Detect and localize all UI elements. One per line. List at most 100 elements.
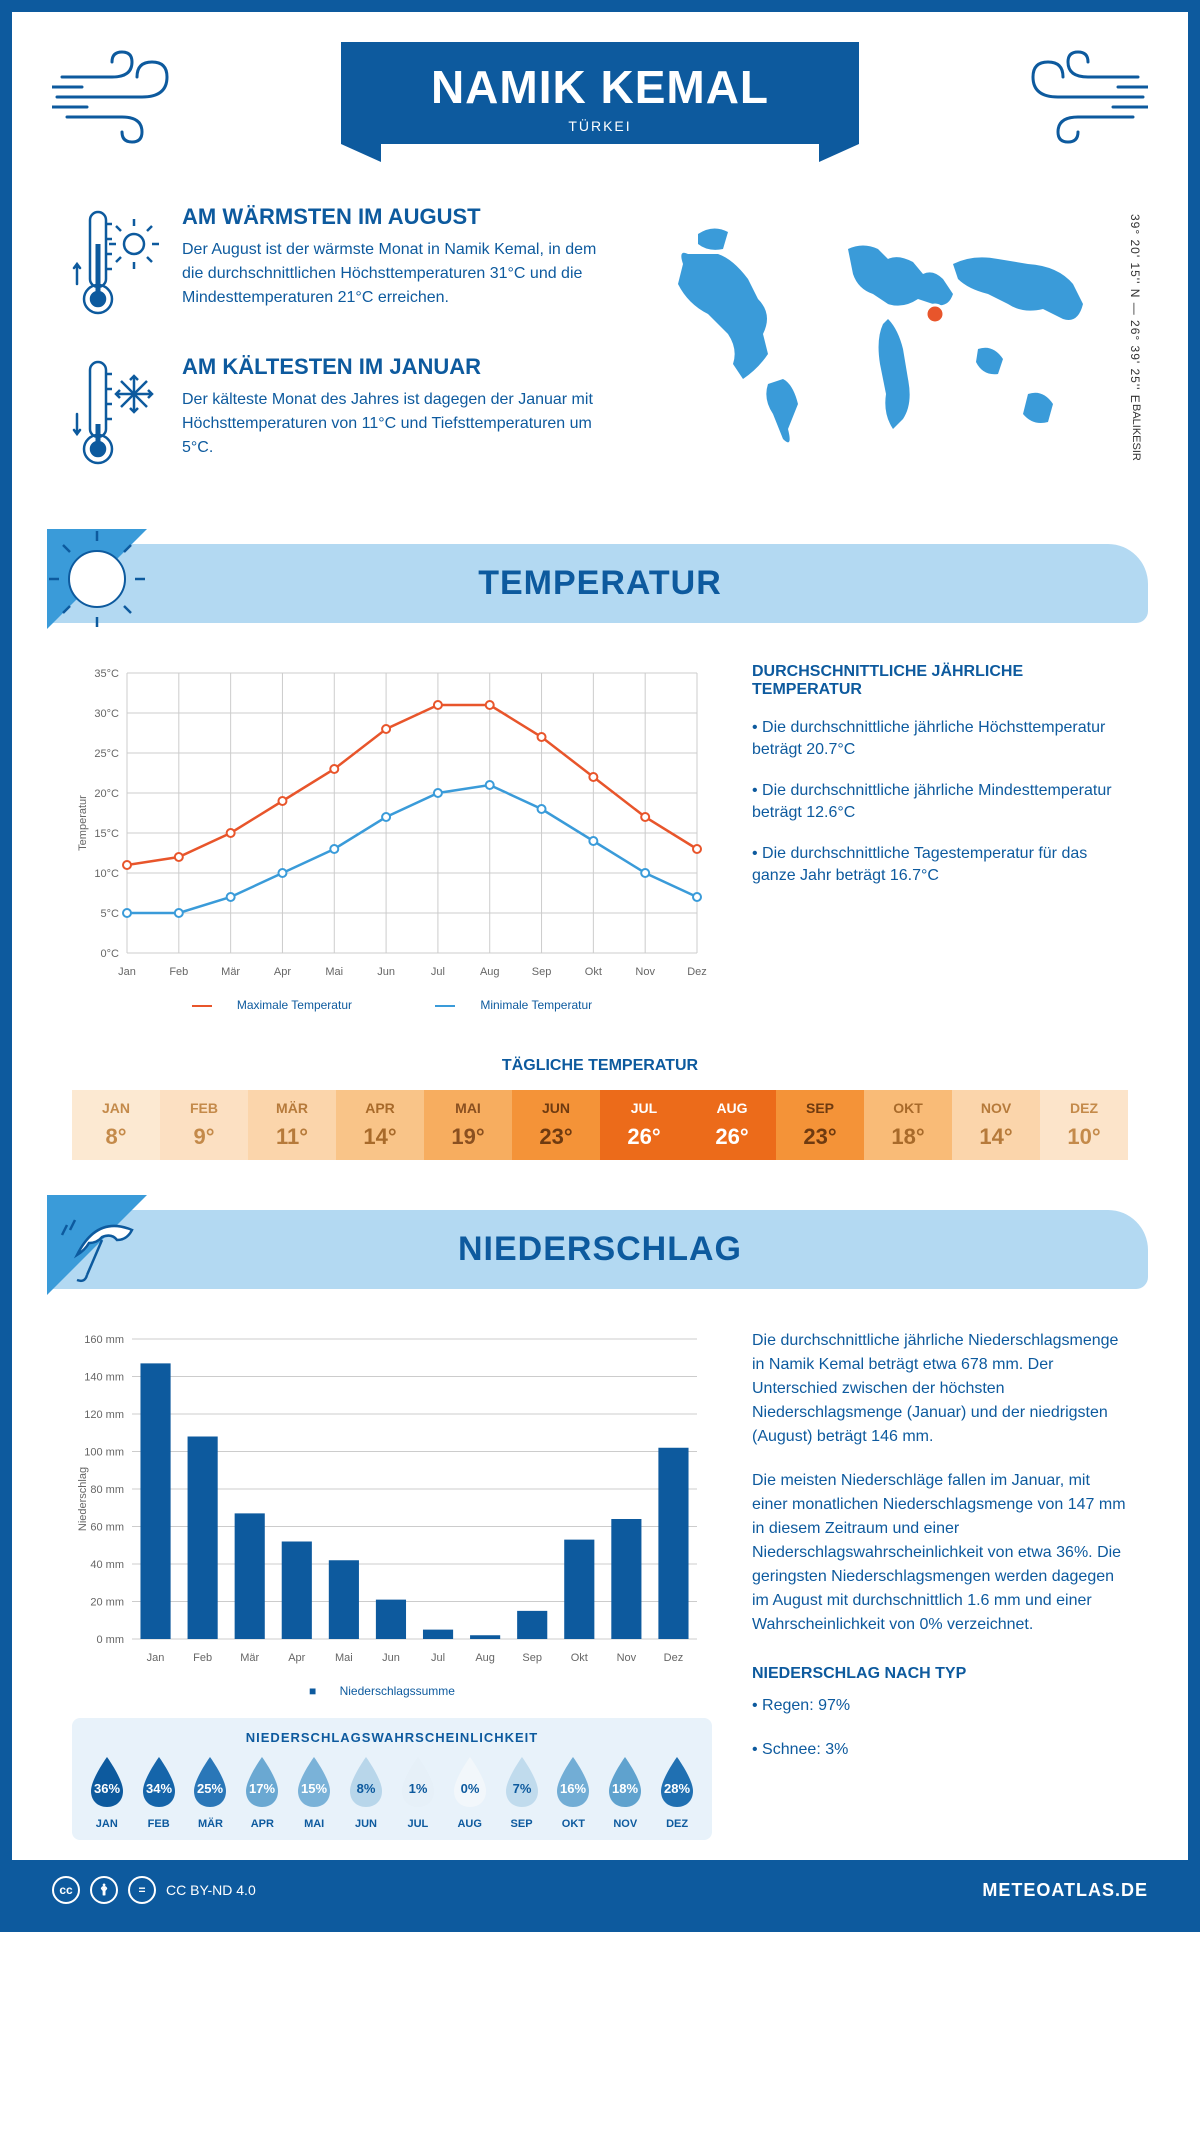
svg-text:15°C: 15°C	[94, 828, 119, 840]
umbrella-icon	[47, 1195, 157, 1305]
svg-text:Jan: Jan	[147, 1652, 165, 1664]
precip-left: 0 mm20 mm40 mm60 mm80 mm100 mm120 mm140 …	[72, 1329, 712, 1840]
location-marker	[926, 305, 944, 323]
svg-text:Aug: Aug	[475, 1652, 495, 1664]
precip-prob-row: 36%JAN34%FEB25%MÄR17%APR15%MAI8%JUN1%JUL…	[82, 1755, 702, 1830]
svg-text:Feb: Feb	[169, 966, 188, 978]
svg-text:0 mm: 0 mm	[97, 1634, 125, 1646]
temp-section-title: TEMPERATUR	[52, 564, 1148, 603]
coldest-title: AM KÄLTESTEN IM JANUAR	[182, 354, 608, 380]
prob-drop: 8%JUN	[341, 1755, 391, 1830]
svg-text:5°C: 5°C	[101, 908, 120, 920]
svg-text:Niederschlag: Niederschlag	[77, 1467, 89, 1531]
svg-text:Mär: Mär	[240, 1652, 259, 1664]
nd-icon: =	[128, 1876, 156, 1904]
temp-chart: 0°C5°C10°C15°C20°C25°C30°C35°CJanFebMärA…	[72, 663, 712, 1012]
top-row: AM WÄRMSTEN IM AUGUST Der August ist der…	[12, 184, 1188, 544]
svg-text:Jun: Jun	[382, 1652, 400, 1664]
svg-text:Jul: Jul	[431, 1652, 445, 1664]
svg-text:28%: 28%	[664, 1781, 690, 1796]
svg-text:18%: 18%	[612, 1781, 638, 1796]
svg-text:15%: 15%	[301, 1781, 327, 1796]
coldest-text: Der kälteste Monat des Jahres ist dagege…	[182, 388, 608, 460]
svg-text:120 mm: 120 mm	[84, 1409, 124, 1421]
svg-text:34%: 34%	[146, 1781, 172, 1796]
svg-text:17%: 17%	[249, 1781, 275, 1796]
svg-text:Sep: Sep	[532, 966, 552, 978]
svg-text:Jul: Jul	[431, 966, 445, 978]
svg-text:40 mm: 40 mm	[90, 1559, 124, 1571]
temp-bullet: • Die durchschnittliche jährliche Höchst…	[752, 717, 1128, 762]
prob-drop: 28%DEZ	[652, 1755, 702, 1830]
max-legend-label: Maximale Temperatur	[237, 998, 352, 1012]
daily-cell: MÄR11°	[248, 1090, 336, 1160]
precip-p2: Die meisten Niederschläge fallen im Janu…	[752, 1469, 1128, 1637]
svg-text:Mai: Mai	[325, 966, 343, 978]
page: NAMIK KEMAL TÜRKEI	[0, 0, 1200, 1932]
prob-drop: 17%APR	[238, 1755, 288, 1830]
svg-text:0°C: 0°C	[101, 948, 120, 960]
svg-text:Sep: Sep	[522, 1652, 542, 1664]
temp-section-banner: TEMPERATUR	[52, 544, 1148, 623]
svg-text:36%: 36%	[94, 1781, 120, 1796]
precip-p1: Die durchschnittliche jährliche Niedersc…	[752, 1329, 1128, 1449]
daily-cell: JAN8°	[72, 1090, 160, 1160]
svg-text:10°C: 10°C	[94, 868, 119, 880]
svg-text:Okt: Okt	[571, 1652, 588, 1664]
svg-text:35°C: 35°C	[94, 668, 119, 680]
prob-drop: 36%JAN	[82, 1755, 132, 1830]
temp-bullet: • Die durchschnittliche jährliche Mindes…	[752, 780, 1128, 825]
wind-icon	[1008, 47, 1148, 147]
precip-text: Die durchschnittliche jährliche Niedersc…	[752, 1329, 1128, 1840]
svg-text:16%: 16%	[560, 1781, 586, 1796]
daily-cell: OKT18°	[864, 1090, 952, 1160]
daily-cell: NOV14°	[952, 1090, 1040, 1160]
svg-text:Aug: Aug	[480, 966, 500, 978]
prob-drop: 25%MÄR	[186, 1755, 236, 1830]
svg-text:Mär: Mär	[221, 966, 240, 978]
svg-text:20°C: 20°C	[94, 788, 119, 800]
precip-legend-label: Niederschlagssumme	[340, 1684, 455, 1698]
daily-cell: FEB9°	[160, 1090, 248, 1160]
svg-text:100 mm: 100 mm	[84, 1447, 124, 1459]
prob-drop: 1%JUL	[393, 1755, 443, 1830]
svg-text:8%: 8%	[357, 1781, 376, 1796]
header: NAMIK KEMAL TÜRKEI	[12, 12, 1188, 184]
min-legend-label: Minimale Temperatur	[480, 998, 592, 1012]
region-label: BALIKESIR	[1130, 404, 1142, 461]
daily-cell: JUL26°	[600, 1090, 688, 1160]
svg-text:Jan: Jan	[118, 966, 136, 978]
svg-text:Apr: Apr	[274, 966, 291, 978]
svg-text:30°C: 30°C	[94, 708, 119, 720]
cc-icon: cc	[52, 1876, 80, 1904]
svg-text:160 mm: 160 mm	[84, 1334, 124, 1346]
warmest-title: AM WÄRMSTEN IM AUGUST	[182, 204, 608, 230]
svg-text:Temperatur: Temperatur	[77, 795, 89, 851]
daily-title: TÄGLICHE TEMPERATUR	[12, 1057, 1188, 1075]
precip-prob-box: NIEDERSCHLAGSWAHRSCHEINLICHKEIT 36%JAN34…	[72, 1718, 712, 1840]
prob-drop: 16%OKT	[549, 1755, 599, 1830]
svg-text:Jun: Jun	[377, 966, 395, 978]
extremes: AM WÄRMSTEN IM AUGUST Der August ist der…	[72, 204, 608, 504]
world-map-svg	[648, 204, 1108, 464]
precip-bytype: • Schnee: 3%	[752, 1738, 1128, 1762]
footer: cc 🛉 = CC BY-ND 4.0 METEOATLAS.DE	[12, 1860, 1188, 1920]
precip-section-title: NIEDERSCHLAG	[52, 1230, 1148, 1269]
daily-cell: MAI19°	[424, 1090, 512, 1160]
wind-icon	[52, 47, 192, 147]
temp-legend: Maximale Temperatur Minimale Temperatur	[72, 998, 712, 1012]
coldest-block: AM KÄLTESTEN IM JANUAR Der kälteste Mona…	[72, 354, 608, 474]
svg-text:Okt: Okt	[585, 966, 602, 978]
svg-text:7%: 7%	[512, 1781, 531, 1796]
temp-chart-svg: 0°C5°C10°C15°C20°C25°C30°C35°CJanFebMärA…	[72, 663, 712, 983]
precip-bytype-title: NIEDERSCHLAG NACH TYP	[752, 1662, 1128, 1686]
daily-cell: DEZ10°	[1040, 1090, 1128, 1160]
sun-icon	[47, 529, 157, 639]
by-icon: 🛉	[90, 1876, 118, 1904]
svg-text:Apr: Apr	[288, 1652, 305, 1664]
temp-bullet: • Die durchschnittliche Tagestemperatur …	[752, 843, 1128, 888]
temp-text: DURCHSCHNITTLICHE JÄHRLICHE TEMPERATUR •…	[752, 663, 1128, 1012]
page-title: NAMIK KEMAL	[431, 60, 769, 114]
svg-text:80 mm: 80 mm	[90, 1484, 124, 1496]
precip-chart-svg: 0 mm20 mm40 mm60 mm80 mm100 mm120 mm140 …	[72, 1329, 712, 1669]
